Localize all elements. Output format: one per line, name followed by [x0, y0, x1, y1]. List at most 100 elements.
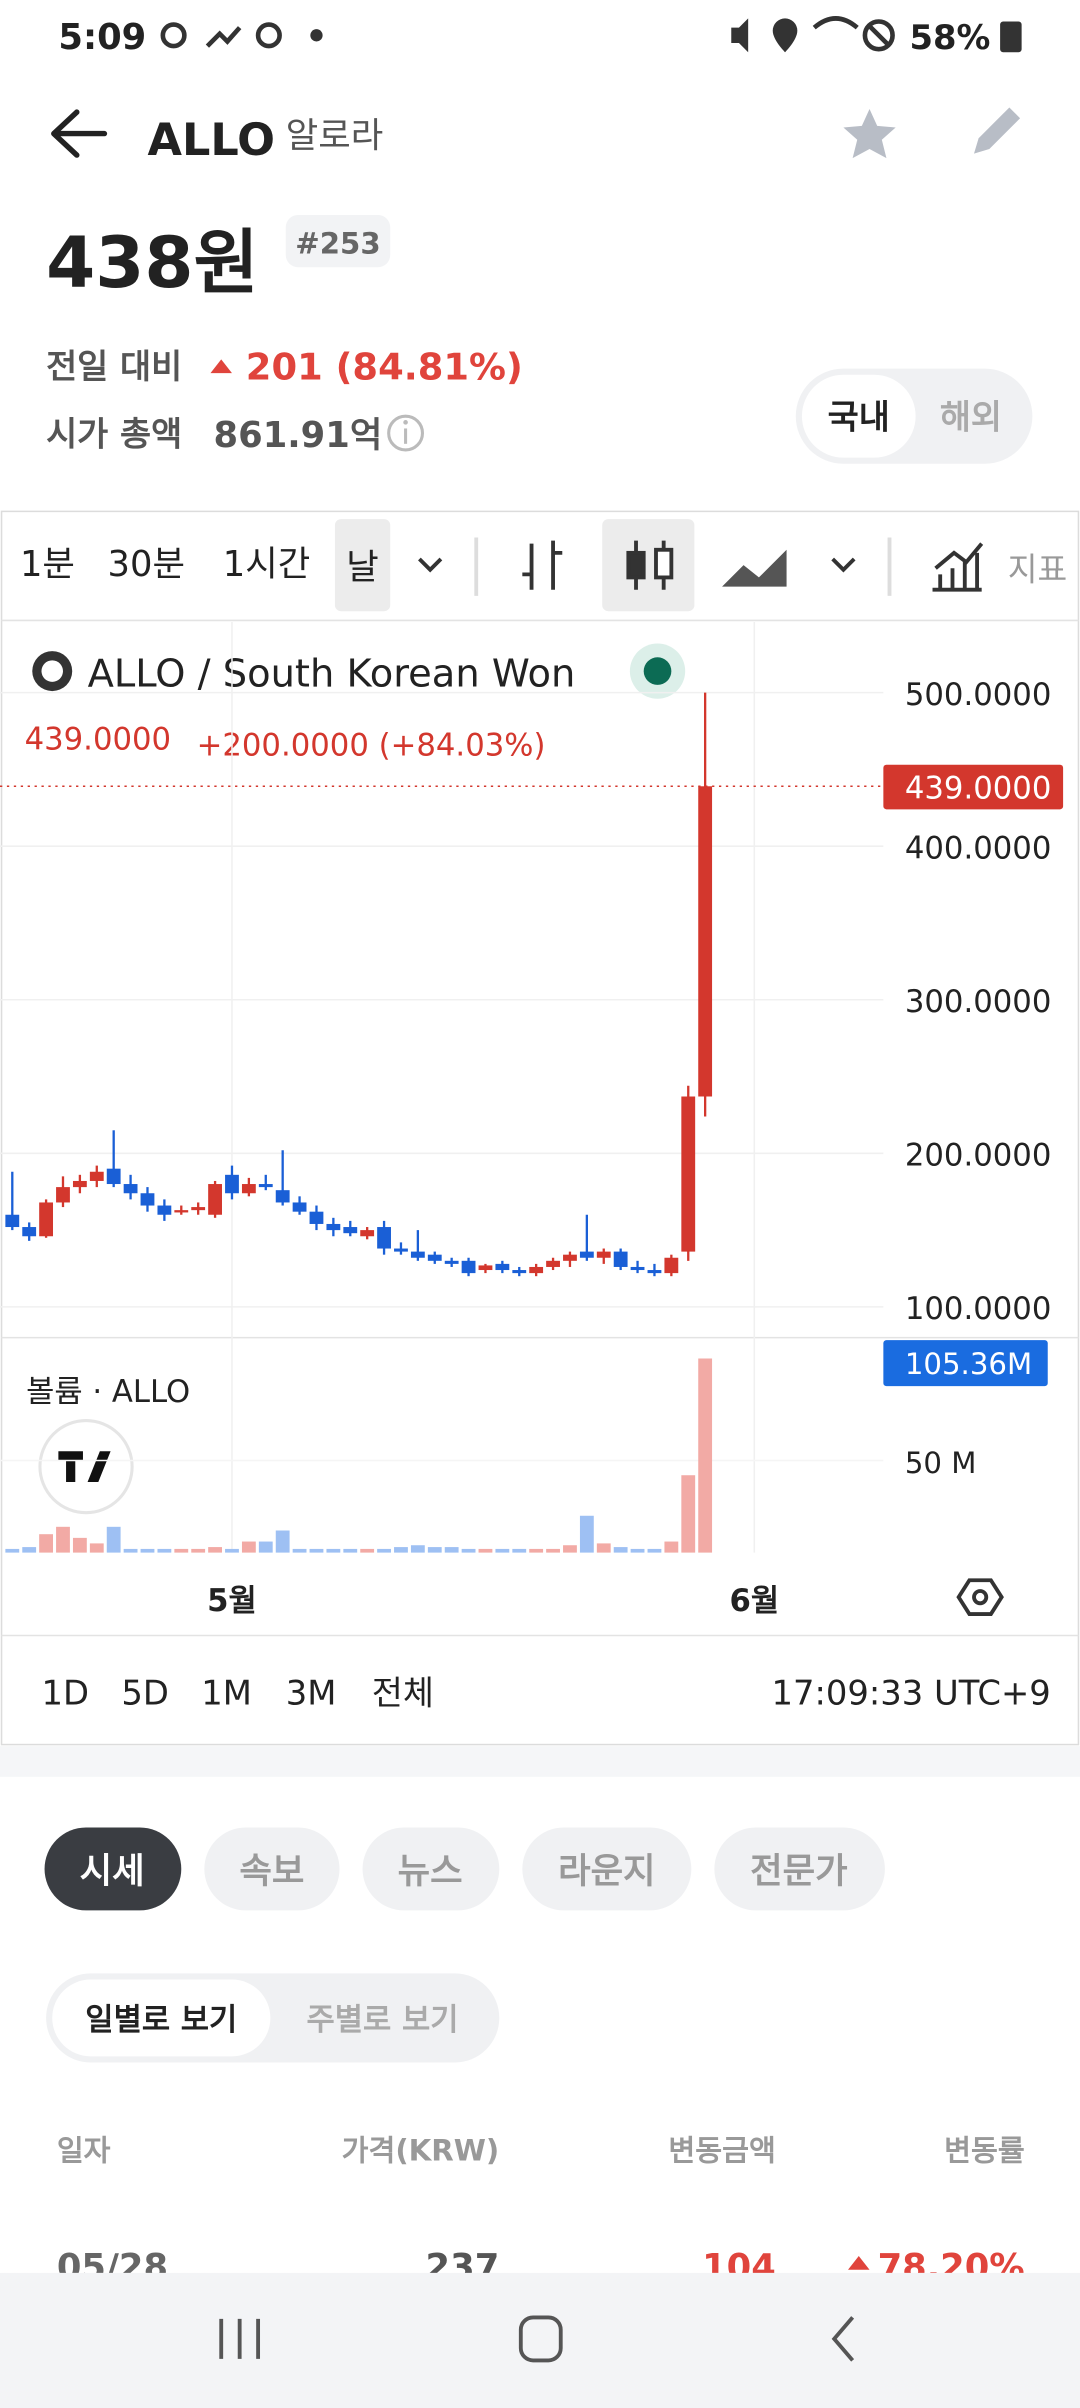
view-daily[interactable]: 일별로 보기 [85, 2002, 237, 2038]
candle-body [698, 786, 713, 1097]
candle-body [478, 1265, 493, 1271]
range-button[interactable]: 1M [201, 1674, 252, 1713]
nav-home[interactable] [518, 2315, 563, 2363]
table-header: 일자 [57, 2134, 111, 2168]
candle-body [647, 1270, 662, 1274]
favorite-button[interactable] [843, 109, 896, 159]
coin-symbol: ALLO [147, 114, 275, 166]
edit-button[interactable] [973, 107, 1021, 154]
volume-bar [123, 1548, 138, 1553]
candle-body [140, 1193, 155, 1206]
volume-bar [106, 1526, 121, 1553]
volume-bar [613, 1547, 628, 1553]
candle-body [174, 1210, 189, 1213]
y-tick-label: 100.0000 [905, 1291, 1052, 1327]
range-button[interactable]: 전체 [372, 1674, 434, 1713]
tab-bg[interactable] [522, 1827, 692, 1911]
section-gap [0, 1746, 1080, 1777]
volume-bar [546, 1548, 560, 1553]
range-button[interactable]: 5D [121, 1674, 169, 1713]
y-tick-label: 300.0000 [905, 984, 1052, 1020]
tradingview-mark [58, 1451, 111, 1482]
back-button[interactable] [51, 109, 108, 158]
chart-plot [0, 691, 884, 1553]
settings-button[interactable] [956, 1578, 1004, 1616]
tab[interactable]: 라운지 [558, 1851, 655, 1892]
candle-body [39, 1202, 54, 1237]
tab-bg[interactable] [362, 1827, 500, 1911]
view-toggle-active [52, 1979, 271, 2057]
tab-active[interactable] [44, 1827, 182, 1911]
candle-body [681, 1096, 696, 1252]
rank-badge [285, 215, 391, 268]
market-cap-label: 시가 총액 [46, 414, 182, 453]
volume-bar [89, 1543, 104, 1553]
candle-body [444, 1260, 459, 1264]
info-icon[interactable] [387, 414, 425, 452]
x-axis-label: 5월 [207, 1583, 257, 1619]
volume-tag [883, 1340, 1048, 1387]
tab-bg[interactable] [714, 1827, 885, 1911]
volume-bar [647, 1548, 662, 1553]
tab-bg[interactable] [204, 1827, 340, 1911]
volume-bar [157, 1548, 172, 1553]
interval[interactable]: 30분 [108, 544, 185, 585]
battery-level: 58% [909, 18, 990, 57]
y-tick-label: 200.0000 [905, 1138, 1052, 1174]
range-button[interactable]: 3M [286, 1674, 337, 1713]
chart-card [0, 510, 1080, 1746]
indicator-button[interactable]: 지표 [1008, 551, 1067, 589]
volume-bar [427, 1547, 442, 1553]
range-button[interactable]: 1D [41, 1674, 89, 1713]
tab[interactable]: 뉴스 [398, 1851, 463, 1892]
candle-body [157, 1205, 172, 1215]
candle-body [529, 1266, 544, 1274]
candle-body [241, 1184, 256, 1194]
nav-bar [0, 2272, 1080, 2408]
y-tick-label: 400.0000 [905, 830, 1052, 866]
price-change: 201 (84.81%) [246, 345, 523, 388]
volume-tick-label: 50 M [905, 1446, 977, 1480]
volume-bar [394, 1547, 408, 1553]
interval[interactable]: 날 [346, 547, 379, 588]
current-price: 438원 [46, 221, 258, 304]
table-header: 변동금액 [668, 2134, 775, 2168]
nav-back[interactable] [831, 2316, 855, 2362]
interval[interactable]: 1분 [20, 544, 75, 585]
volume-bar [292, 1548, 307, 1553]
interval[interactable]: 1시간 [223, 544, 310, 585]
volume-bar [208, 1547, 222, 1553]
volume-tag-label: 105.36M [905, 1347, 1032, 1381]
tab[interactable]: 속보 [239, 1851, 304, 1892]
volume-bar [309, 1548, 324, 1553]
y-tick-label: 500.0000 [905, 677, 1052, 713]
candle-body [258, 1184, 273, 1188]
rank: #253 [295, 226, 380, 260]
up-arrow [210, 359, 232, 374]
candle-body [22, 1227, 37, 1237]
region-overseas[interactable]: 해외 [940, 397, 1002, 436]
volume-bar [241, 1541, 256, 1553]
candle-body [208, 1184, 222, 1215]
volume-bar [596, 1543, 611, 1553]
tradingview-logo[interactable] [38, 1419, 134, 1515]
volume-bar [681, 1475, 696, 1553]
candle-body [343, 1227, 358, 1234]
candle-body [495, 1263, 510, 1271]
region-domestic[interactable]: 국내 [828, 397, 890, 436]
chart-title: ALLO / South Korean Won [88, 651, 576, 696]
volume-bar [410, 1545, 425, 1553]
status-time: 5:09 [58, 17, 146, 58]
settings-dot [972, 1589, 989, 1606]
candle-body [546, 1260, 560, 1267]
candle-body [191, 1207, 206, 1211]
volume-bar [630, 1548, 645, 1553]
candle-body [630, 1266, 645, 1271]
volume-bar [529, 1548, 544, 1553]
volume-bar [225, 1548, 239, 1553]
nav-recents[interactable] [219, 2318, 261, 2359]
tab[interactable]: 전문가 [750, 1851, 847, 1892]
last-price-tag [883, 764, 1064, 810]
tab[interactable]: 시세 [80, 1851, 145, 1892]
view-weekly[interactable]: 주별로 보기 [307, 2002, 459, 2038]
